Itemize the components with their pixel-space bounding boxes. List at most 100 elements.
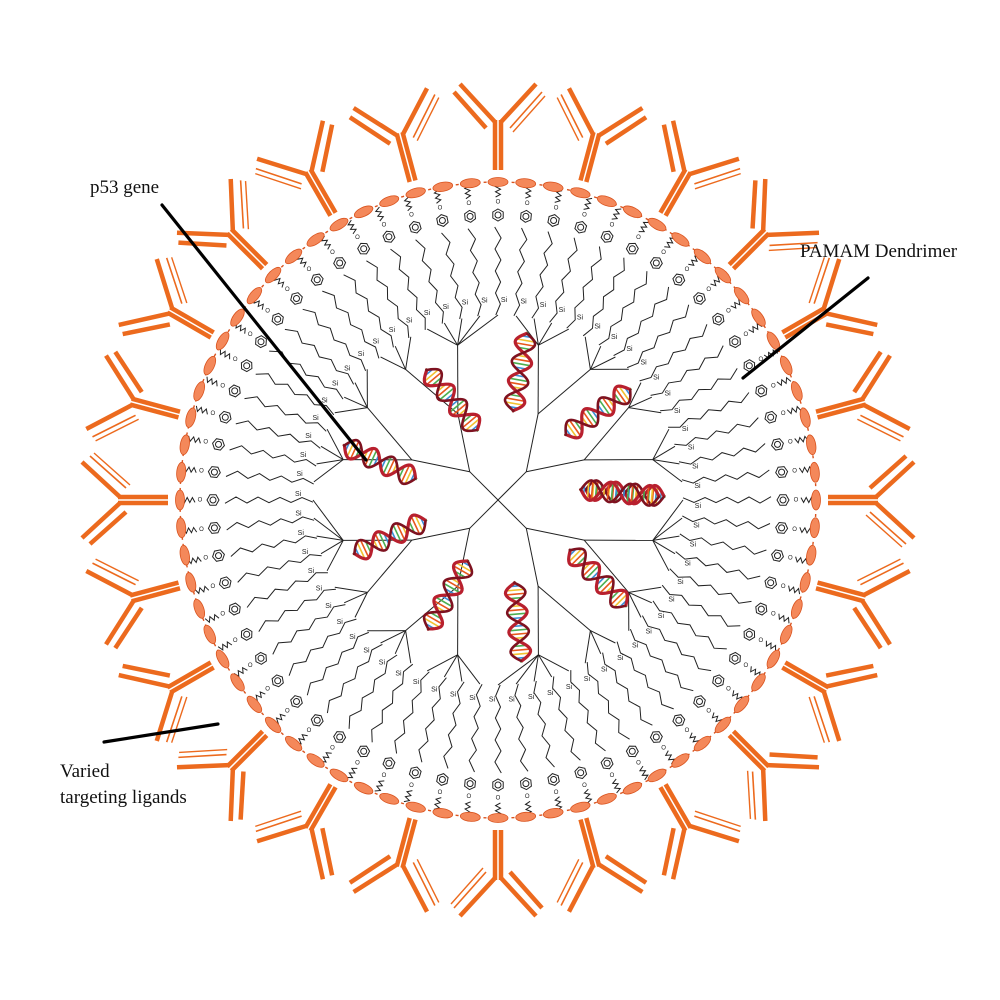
alkyl-chain [225,470,314,485]
base-pair [565,422,578,439]
alkyl-chain [244,396,327,432]
ring-bond [293,295,300,302]
antibody-arm [868,454,908,490]
alkyl-chain [258,588,336,632]
base-pair [465,417,481,432]
antibody-stem [584,133,602,183]
antibody-stem [225,729,265,769]
surface-bead [405,801,426,813]
oxygen-atom-label: O [210,584,215,590]
dendron-link [320,539,344,555]
silicon-atom-label: Si [312,415,319,422]
dna-helix [503,331,537,413]
alkyl-chain [415,239,444,324]
antibody-stem [816,402,867,420]
targeting-ligands-label-line1: Varied [60,761,110,782]
antibody-stem [303,783,333,829]
base-pair [438,387,455,401]
silicon-atom-label: Si [344,365,351,372]
antibody-arm [857,558,901,582]
dendron-link [652,445,676,461]
antibody-arm [104,354,136,401]
silicon-atom-label: Si [363,648,370,655]
antibody-arm [508,870,544,910]
antibody-arm [694,172,741,190]
silicon-atom-label: Si [626,346,633,353]
oxygen-atom-label: O [438,790,443,796]
core-bond [469,471,499,501]
surface-bead [230,673,245,692]
benzene-ring [382,230,396,243]
surface-bead [596,792,617,805]
alkyl-chain [494,226,502,316]
silicon-atom-label: Si [298,530,305,537]
antibody-stem [400,131,418,182]
ring-bond [696,295,703,302]
alkyl-chain [343,274,394,348]
oxygen-atom-label: O [233,357,238,363]
alkyl-chain [602,652,653,726]
dna-strand [342,438,417,486]
antibody-arm [688,823,740,844]
ring-bond [243,630,251,638]
branch-bond [583,407,629,461]
antibody-arm [694,815,741,833]
benzene-ring [290,292,303,305]
dendron-link [457,314,499,346]
surface-bead [246,287,263,305]
base-pair [367,449,378,468]
oxygen-atom-label: O [636,760,641,766]
surface-bead [353,781,374,795]
ring-bond [221,579,229,587]
oxygen-atom-label: O [355,235,360,241]
surface-bead [179,434,190,456]
linker-tail [611,208,622,220]
antibody-ligand [658,783,741,880]
benzene-ring [310,714,324,727]
antibody-stem [578,818,596,869]
surface-bead [175,489,185,511]
branch-bond [537,369,591,415]
oxygen-atom-label: O [330,250,335,256]
dendrimer-branches: Si O Si O Si O Si O Si O Si O Si O Si O Si O Si O Si O Si O Si O S… [181,183,815,817]
alkyl-chain [566,246,602,329]
branch-bond [526,459,585,473]
antibody-arm [255,815,302,833]
antibody-arm [556,859,580,903]
dendron-link [343,591,368,604]
dna-strand [503,332,537,413]
antibody-arm [852,606,883,650]
base-pair [449,399,466,413]
antibody-arm [80,501,122,540]
surface-bead [459,178,481,189]
ring-bond [257,654,265,662]
oxygen-atom-label: O [525,201,530,207]
linker-tail [374,780,385,792]
antibody-stem [131,586,181,604]
linker-tail [554,796,563,811]
ring-bond [603,759,611,767]
base-pair [382,456,393,475]
benzene-ring [290,695,303,708]
antibody-ligand [176,729,269,822]
silicon-atom-label: Si [443,304,450,311]
surface-bead [353,205,374,219]
alkyl-chain [306,631,369,696]
base-pair [451,402,468,416]
alkyl-chain [661,584,741,627]
oxygen-atom-label: O [466,201,471,207]
silicon-atom-label: Si [520,298,527,305]
dendron-link [652,459,683,483]
base-pair [396,523,406,541]
base-pair [507,612,527,616]
benzene-ring [464,209,477,223]
antibody-arm [826,311,878,328]
core-bond [497,471,527,501]
branch-bond [526,527,585,541]
antibody-arm [179,748,228,754]
alkyl-chain [679,533,767,555]
silicon-atom-label: Si [682,426,689,433]
alkyl-chain [229,445,317,467]
base-pair [512,357,532,363]
silicon-atom-label: Si [501,297,508,304]
